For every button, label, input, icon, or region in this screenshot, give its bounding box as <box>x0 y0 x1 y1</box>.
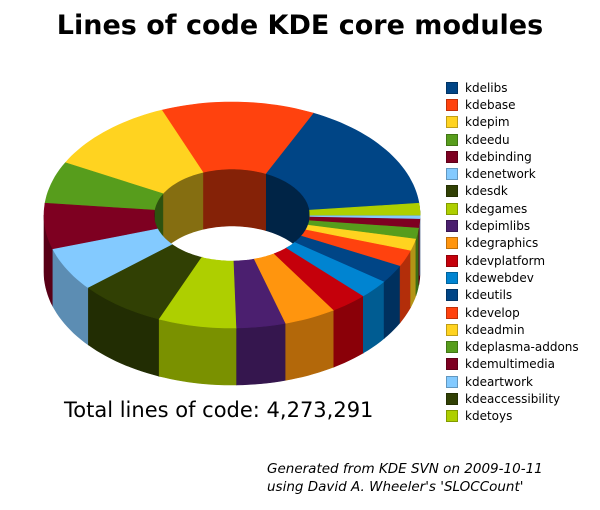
donut-outer-wall-kdepimlibs <box>236 322 286 386</box>
legend-item: kdemultimedia <box>446 356 579 373</box>
legend-label: kdebase <box>465 97 516 112</box>
legend-label: kdepimlibs <box>465 219 531 234</box>
legend-swatch <box>446 410 458 423</box>
legend-swatch <box>446 306 458 319</box>
footer-line-1: Generated from KDE SVN on 2009-10-11 <box>267 461 543 477</box>
legend-label: kdegraphics <box>465 236 539 251</box>
legend-label: kdewebdev <box>465 270 534 285</box>
donut-outer-wall-kdegames <box>158 318 237 386</box>
legend-label: kdeutils <box>465 288 513 303</box>
legend-label: kdepim <box>465 115 510 130</box>
legend-swatch <box>446 116 458 129</box>
footer-note: Generated from KDE SVN on 2009-10-11 usi… <box>267 460 543 496</box>
legend-swatch <box>446 133 458 146</box>
donut-inner-wall-kdebase <box>202 168 266 231</box>
legend-label: kdelibs <box>465 80 508 95</box>
legend-swatch <box>446 168 458 181</box>
legend-swatch <box>446 150 458 163</box>
legend-item: kdelibs <box>446 79 579 96</box>
legend-swatch <box>446 392 458 405</box>
legend-swatch <box>446 341 458 354</box>
legend-item: kdegraphics <box>446 235 579 252</box>
legend-item: kdesdk <box>446 183 579 200</box>
total-lines-label: Total lines of code: 4,273,291 <box>64 398 374 422</box>
footer-line-2: using David A. Wheeler's 'SLOCCount' <box>267 479 524 496</box>
legend-label: kdetoys <box>465 409 513 424</box>
legend-item: kdewebdev <box>446 269 579 286</box>
legend-label: kdemultimedia <box>465 357 555 372</box>
legend-label: kdenetwork <box>465 167 536 182</box>
legend-swatch <box>446 375 458 388</box>
legend-swatch <box>446 202 458 215</box>
legend-swatch <box>446 271 458 284</box>
legend-label: kdegames <box>465 201 528 216</box>
legend-item: kdetoys <box>446 408 579 425</box>
legend-label: kdeadmin <box>465 322 525 337</box>
legend-swatch <box>446 81 458 94</box>
donut-chart <box>43 101 421 386</box>
legend-item: kdeaccessibility <box>446 390 579 407</box>
legend-item: kdeadmin <box>446 321 579 338</box>
legend-swatch <box>446 237 458 250</box>
chart-legend: kdelibs kdebase kdepim kdeedu kdebinding kden… <box>446 79 579 425</box>
legend-item: kdeutils <box>446 287 579 304</box>
legend-swatch <box>446 220 458 233</box>
legend-label: kdevplatform <box>465 253 546 268</box>
legend-label: kdebinding <box>465 149 532 164</box>
legend-item: kdevelop <box>446 304 579 321</box>
legend-swatch <box>446 323 458 336</box>
legend-label: kdevelop <box>465 305 520 320</box>
legend-item: kdepim <box>446 114 579 131</box>
legend-swatch <box>446 98 458 111</box>
legend-item: kdepimlibs <box>446 217 579 234</box>
chart-title: Lines of code KDE core modules <box>56 10 544 41</box>
legend-label: kdeplasma-addons <box>465 340 579 355</box>
legend-label: kdeartwork <box>465 374 533 389</box>
legend-label: kdesdk <box>465 184 508 199</box>
donut-slice-kdetoys <box>309 202 421 216</box>
legend-label: kdeedu <box>465 132 510 147</box>
legend-swatch <box>446 358 458 371</box>
legend-swatch <box>446 254 458 267</box>
legend-item: kdegames <box>446 200 579 217</box>
legend-item: kdeartwork <box>446 373 579 390</box>
legend-item: kdebinding <box>446 148 579 165</box>
legend-label: kdeaccessibility <box>465 391 561 406</box>
legend-swatch <box>446 289 458 302</box>
legend-swatch <box>446 185 458 198</box>
legend-item: kdeedu <box>446 131 579 148</box>
legend-item: kdenetwork <box>446 165 579 182</box>
legend-item: kdevplatform <box>446 252 579 269</box>
legend-item: kdebase <box>446 96 579 113</box>
legend-item: kdeplasma-addons <box>446 338 579 355</box>
